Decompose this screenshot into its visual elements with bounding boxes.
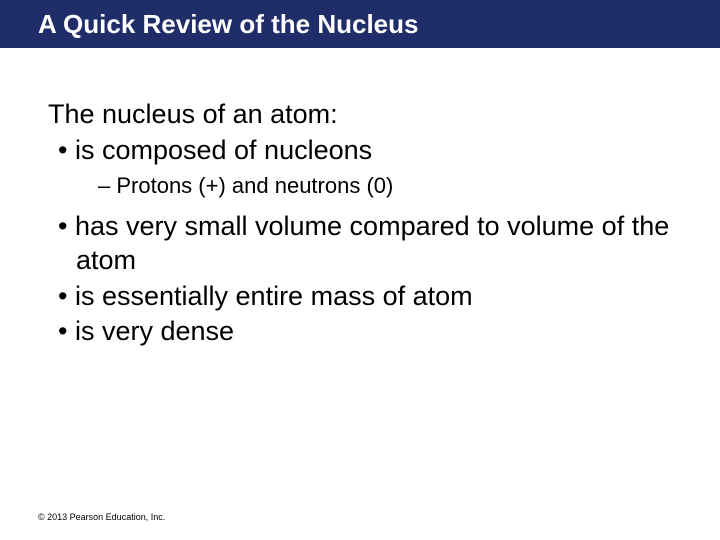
bullet-text: is composed of nucleons bbox=[75, 135, 372, 165]
intro-text: The nucleus of an atom: bbox=[48, 98, 682, 132]
slide-body: The nucleus of an atom: is composed of n… bbox=[0, 48, 720, 349]
bullet-item: has very small volume compared to volume… bbox=[48, 210, 682, 278]
bullet-text: has very small volume compared to volume… bbox=[75, 211, 669, 275]
bullet-item: is composed of nucleons bbox=[48, 134, 682, 168]
bullet-text: is essentially entire mass of atom bbox=[75, 281, 473, 311]
bullet-text: is very dense bbox=[75, 316, 234, 346]
sub-bullet-text: Protons (+) and neutrons (0) bbox=[116, 173, 393, 198]
bullet-item: is essentially entire mass of atom bbox=[48, 280, 682, 314]
bullet-item: is very dense bbox=[48, 315, 682, 349]
slide-title: A Quick Review of the Nucleus bbox=[38, 9, 418, 40]
copyright-text: © 2013 Pearson Education, Inc. bbox=[38, 512, 165, 522]
title-bar: A Quick Review of the Nucleus bbox=[0, 0, 720, 48]
sub-bullet-item: Protons (+) and neutrons (0) bbox=[48, 172, 682, 201]
